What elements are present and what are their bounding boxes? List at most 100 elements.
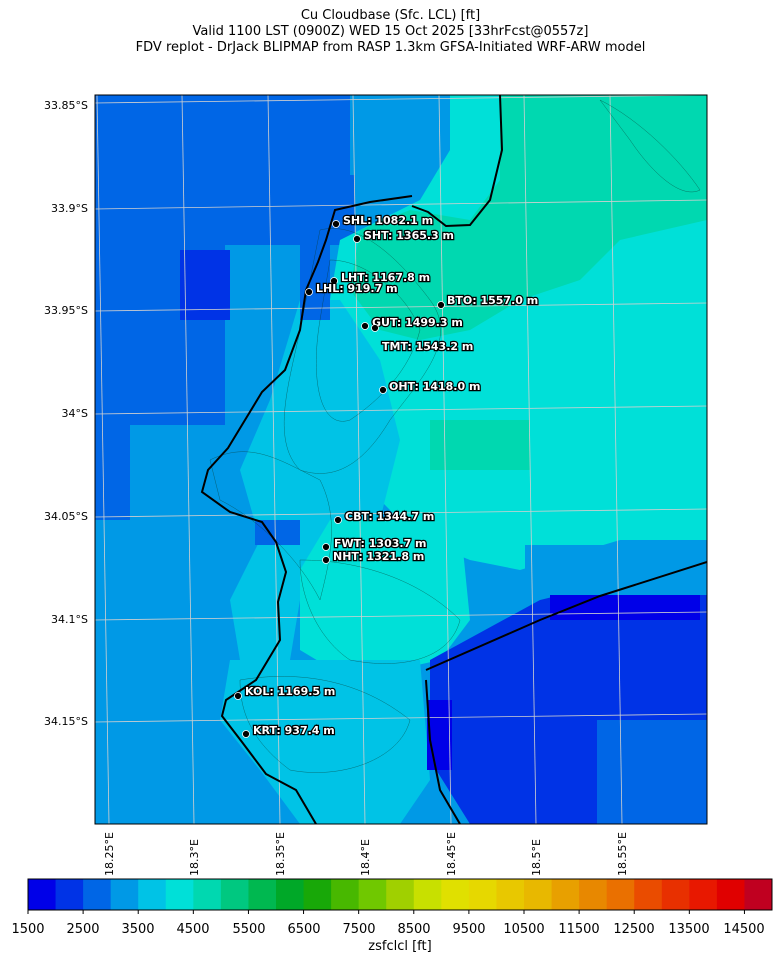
colorbar-tick: 1500 bbox=[11, 922, 44, 937]
title-line-1: Cu Cloudbase (Sfc. LCL) [ft] bbox=[300, 8, 481, 23]
colorbar-bin bbox=[468, 879, 497, 910]
coastline bbox=[200, 95, 707, 824]
colorbar-label: zsfclcl [ft] bbox=[368, 939, 431, 954]
colorbar-ticks: 1500 2500 3500 4500 5500 6500 7500 8500 … bbox=[11, 922, 764, 937]
colorbar-bin bbox=[386, 879, 415, 910]
station-label: BTO: 1557.0 m bbox=[447, 294, 538, 307]
colorbar-bin bbox=[248, 879, 277, 910]
station-marker bbox=[361, 322, 369, 330]
colorbar-tick: 5500 bbox=[232, 922, 265, 937]
colorbar-bin bbox=[606, 879, 635, 910]
colorbar-bin bbox=[276, 879, 305, 910]
station-oht[interactable]: OHT: 1418.0 m bbox=[379, 379, 482, 394]
station-shl[interactable]: SHL: 1082.1 m bbox=[332, 213, 434, 228]
stations: SHL: 1082.1 m SHT: 1365.3 m LHT: 1167.8 … bbox=[234, 213, 539, 738]
colorbar-tick: 4500 bbox=[176, 922, 209, 937]
station-kol[interactable]: KOL: 1169.5 m bbox=[234, 684, 337, 700]
station-nht[interactable]: NHT: 1321.8 m bbox=[322, 549, 426, 564]
lon-tick: 18.45°E bbox=[445, 832, 458, 876]
station-marker bbox=[379, 386, 387, 394]
lat-tick: 33.9°S bbox=[51, 202, 88, 215]
title-line-3: FDV replot - DrJack BLIPMAP from RASP 1.… bbox=[135, 40, 646, 55]
station-krt[interactable]: KRT: 937.4 m bbox=[242, 723, 336, 738]
station-lhl[interactable]: LHL: 919.7 m bbox=[305, 281, 399, 296]
lon-tick: 18.4°E bbox=[359, 839, 372, 876]
colorbar-bin bbox=[496, 879, 525, 910]
lon-tick: 18.25°E bbox=[103, 832, 116, 876]
colorbar-tick: 9500 bbox=[452, 922, 485, 937]
colorbar-frame bbox=[27, 878, 773, 911]
station-marker bbox=[334, 516, 342, 524]
lat-tick: 33.95°S bbox=[44, 304, 88, 317]
station-marker bbox=[234, 692, 242, 700]
colorbar-tick: 3500 bbox=[121, 922, 154, 937]
colorbar-bin bbox=[220, 879, 249, 910]
colorbar-bin bbox=[634, 879, 663, 910]
station-marker bbox=[437, 301, 445, 309]
colorbar-bin bbox=[193, 879, 222, 910]
station-marker bbox=[353, 235, 361, 243]
colorbar-tick: 2500 bbox=[66, 922, 99, 937]
colorbar-bin bbox=[689, 879, 718, 910]
lon-tick: 18.55°E bbox=[616, 832, 629, 876]
station-label: SHT: 1365.3 m bbox=[364, 229, 454, 242]
colorbar-bin bbox=[551, 879, 580, 910]
station-marker bbox=[322, 543, 330, 551]
station-cbt[interactable]: CBT: 1344.7 m bbox=[334, 509, 436, 524]
graticule bbox=[95, 95, 707, 824]
colorbar-tick: 13500 bbox=[668, 922, 709, 937]
lat-tick: 34.15°S bbox=[44, 715, 88, 728]
lat-tick: 33.85°S bbox=[44, 99, 88, 112]
colorbar-tick: 14500 bbox=[723, 922, 764, 937]
colorbar-bin bbox=[744, 879, 773, 910]
station-marker bbox=[322, 556, 330, 564]
map-frame bbox=[94, 94, 708, 825]
station-fwt[interactable]: FWT: 1303.7 m bbox=[322, 536, 428, 551]
station-marker bbox=[330, 277, 338, 285]
station-label: FWT: 1303.7 m bbox=[334, 537, 427, 550]
colorbar-bin bbox=[413, 879, 442, 910]
colorbar-tick: 10500 bbox=[503, 922, 544, 937]
station-marker bbox=[305, 288, 313, 296]
colorbar-bin bbox=[441, 879, 470, 910]
colorbar-bin bbox=[303, 879, 332, 910]
station-tmt[interactable]: TMT: 1543.2 m bbox=[371, 324, 475, 354]
station-bto[interactable]: BTO: 1557.0 m bbox=[437, 293, 539, 309]
title-line-2: Valid 1100 LST (0900Z) WED 15 Oct 2025 [… bbox=[192, 24, 589, 39]
colorbar-bin bbox=[524, 879, 553, 910]
colorbar bbox=[27, 878, 773, 914]
lat-tick: 34.1°S bbox=[51, 613, 88, 626]
cloudbase-field bbox=[95, 95, 707, 824]
station-label: CBT: 1344.7 m bbox=[345, 510, 434, 523]
lat-tick: 34.05°S bbox=[44, 510, 88, 523]
station-marker bbox=[371, 324, 379, 332]
station-lht[interactable]: LHT: 1167.8 m bbox=[330, 270, 431, 285]
colorbar-bin bbox=[358, 879, 387, 910]
colorbar-bin bbox=[716, 879, 745, 910]
station-label: SHL: 1082.1 m bbox=[343, 214, 433, 227]
colorbar-bin bbox=[165, 879, 194, 910]
colorbar-bin bbox=[331, 879, 360, 910]
colorbar-bin bbox=[28, 879, 57, 910]
colorbar-bin bbox=[83, 879, 112, 910]
colorbar-bin bbox=[579, 879, 608, 910]
station-label: LHL: 919.7 m bbox=[316, 282, 398, 295]
longitude-ticks: 18.25°E 18.3°E 18.35°E 18.4°E 18.45°E 18… bbox=[103, 832, 629, 876]
station-sht[interactable]: SHT: 1365.3 m bbox=[353, 228, 455, 243]
station-label: NHT: 1321.8 m bbox=[333, 550, 424, 563]
station-label: KOL: 1169.5 m bbox=[245, 685, 335, 698]
lon-tick: 18.5°E bbox=[530, 839, 543, 876]
terrain-contours bbox=[209, 99, 701, 773]
station-gut[interactable]: GUT: 1499.3 m bbox=[361, 315, 464, 330]
colorbar-bin bbox=[110, 879, 139, 910]
colorbar-bin bbox=[661, 879, 690, 910]
lon-tick: 18.35°E bbox=[274, 832, 287, 876]
colorbar-tick: 7500 bbox=[342, 922, 375, 937]
colorbar-tick: 6500 bbox=[287, 922, 320, 937]
colorbar-tick: 11500 bbox=[558, 922, 599, 937]
station-marker bbox=[242, 730, 250, 738]
lon-tick: 18.3°E bbox=[188, 839, 201, 876]
station-label: OHT: 1418.0 m bbox=[389, 380, 480, 393]
chart-title: Cu Cloudbase (Sfc. LCL) [ft] Valid 1100 … bbox=[0, 8, 781, 56]
